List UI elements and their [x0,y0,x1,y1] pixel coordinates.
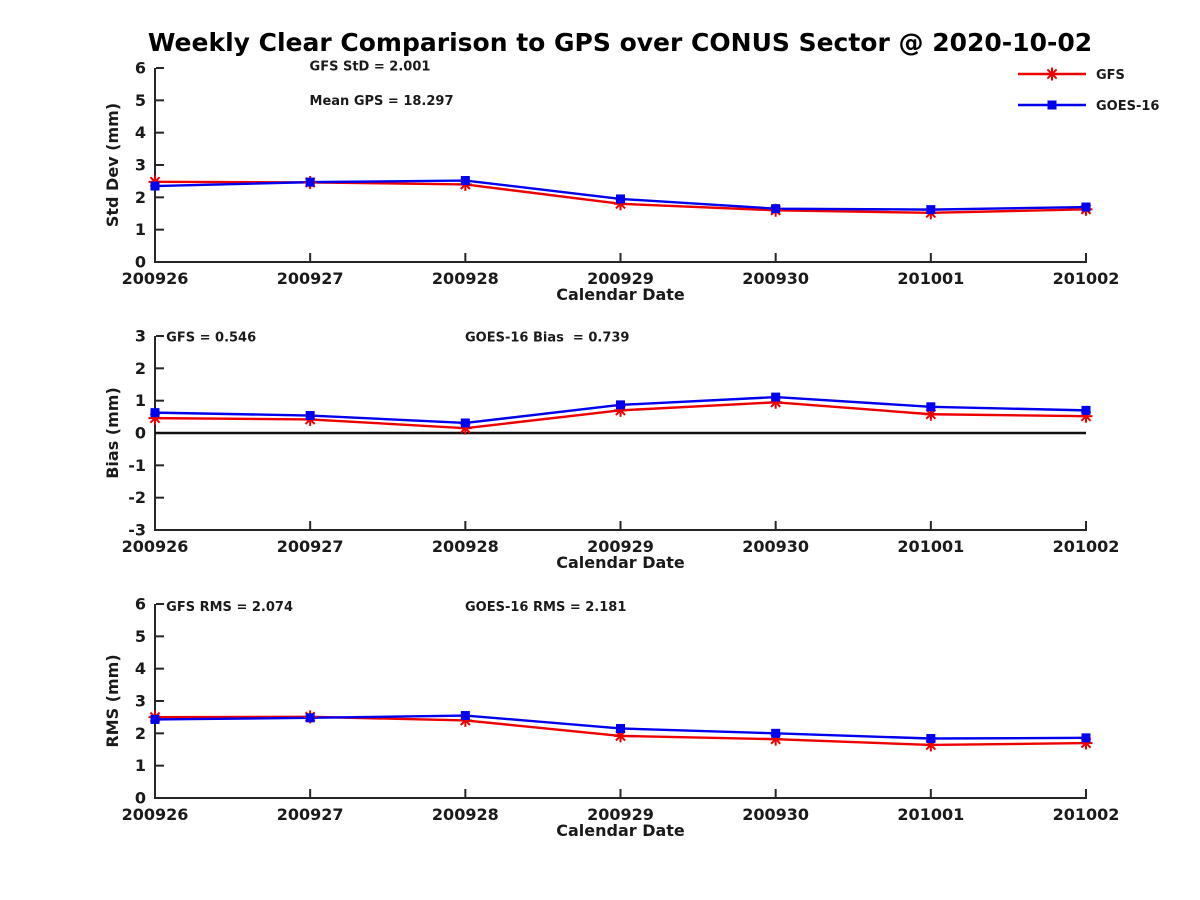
x-tick-label: 200927 [277,537,344,556]
x-tick-label: 200928 [432,269,499,288]
goes-16-marker [460,176,470,186]
y-tick-label: 2 [135,359,146,378]
annotation-text: Mean GPS = 18.297 [310,94,454,109]
y-tick-label: 5 [135,627,146,646]
figure-title: Weekly Clear Comparison to GPS over CONU… [147,28,1093,57]
subplot-std-dev-mm: 0 1 2 3 4 5 6 200926 200927 200928 200929 200930 201… [103,59,1119,305]
goes-16-marker [460,418,470,428]
x-tick-label: 201001 [897,269,964,288]
x-tick-label: 200928 [432,805,499,824]
legend-marker-asterisk [1045,67,1059,81]
y-tick-label: -2 [128,488,146,507]
y-tick-label: 1 [135,220,146,239]
x-axis-label: Calendar Date [556,553,685,572]
annotation-text: GFS RMS = 2.074 [166,600,293,615]
y-tick-label: 2 [135,188,146,207]
x-tick-label: 201002 [1053,269,1120,288]
goes-16-marker [150,714,160,724]
annotation-text: GFS StD = 2.001 [310,59,431,74]
x-tick-label: 200926 [122,269,189,288]
annotation-text: GFS = 0.546 [166,330,256,345]
legend-label: GFS [1096,68,1125,83]
legend-item-goes-16: GOES-16 [1018,99,1159,114]
y-tick-label: 4 [135,659,146,678]
y-tick-label: 0 [135,253,146,272]
goes-16-marker [616,400,625,410]
x-tick-label: 200927 [277,269,344,288]
legend-marker-square [1047,100,1057,110]
x-tick-label: 200929 [587,537,654,556]
y-axis-label: RMS (mm) [103,654,122,747]
goes-16-marker [771,392,781,402]
x-tick-label: 201001 [897,537,964,556]
goes-16-marker [926,734,936,744]
legend: GFS GOES-16 [1018,67,1159,114]
goes-16-marker [150,408,160,418]
x-tick-label: 200930 [742,537,809,556]
goes-16-marker [305,411,315,421]
subplot-bias-mm: -3 -2 -1 0 1 2 3 200926 200927 200928 200929 200930… [103,327,1119,573]
y-tick-label: 3 [135,156,146,175]
x-tick-label: 200926 [122,537,189,556]
x-tick-label: 200927 [277,805,344,824]
goes-16-marker [150,181,160,191]
y-tick-label: 3 [135,692,146,711]
y-axis-label: Bias (mm) [103,387,122,479]
legend-item-gfs: GFS [1018,67,1125,83]
goes-16-marker [305,177,315,187]
annotation-text: GOES-16 RMS = 2.181 [465,600,626,615]
goes-16-marker [1081,202,1091,212]
x-tick-label: 201002 [1053,537,1120,556]
goes-16-marker [771,728,781,738]
x-tick-label: 200930 [742,805,809,824]
y-tick-label: 5 [135,91,146,110]
y-tick-label: 1 [135,391,146,410]
y-tick-label: 6 [135,595,146,614]
y-tick-label: 0 [135,424,146,443]
y-tick-label: 4 [135,123,146,142]
x-tick-label: 200929 [587,269,654,288]
legend-label: GOES-16 [1096,99,1159,114]
y-axis-label: Std Dev (mm) [103,103,122,227]
x-axis-label: Calendar Date [556,285,685,304]
x-tick-label: 200926 [122,805,189,824]
goes-16-marker [1081,733,1091,743]
goes-16-marker [1081,405,1091,415]
x-axis-label: Calendar Date [556,821,685,840]
y-tick-label: 3 [135,327,146,346]
y-tick-label: -3 [128,521,146,540]
goes-16-marker [616,194,625,204]
goes-16-marker [616,723,625,733]
x-tick-label: 200928 [432,537,499,556]
x-tick-label: 200929 [587,805,654,824]
x-tick-label: 201001 [897,805,964,824]
goes-16-marker [305,713,315,723]
goes-16-marker [771,204,781,214]
y-tick-label: 0 [135,789,146,808]
goes-16-marker [926,205,936,215]
y-tick-label: 6 [135,59,146,78]
y-tick-label: 2 [135,724,146,743]
x-tick-label: 200930 [742,269,809,288]
x-tick-label: 201002 [1053,805,1120,824]
y-tick-label: -1 [128,456,146,475]
goes-16-marker [926,402,936,412]
goes-16-marker [460,711,470,721]
subplot-rms-mm: 0 1 2 3 4 5 6 200926 200927 200928 200929 200930 201… [103,595,1119,841]
annotation-text: GOES-16 Bias = 0.739 [465,330,629,345]
y-tick-label: 1 [135,756,146,775]
